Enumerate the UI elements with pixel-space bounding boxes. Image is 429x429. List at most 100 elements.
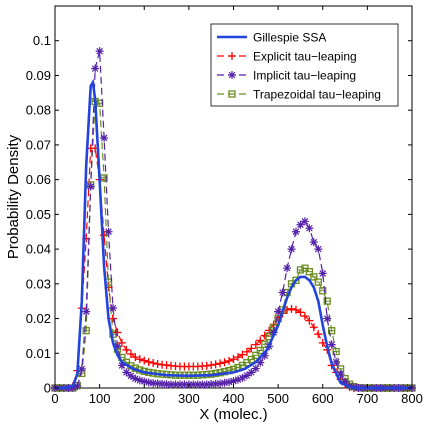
data-point-star <box>216 379 225 388</box>
x-tick-label: 400 <box>223 391 245 406</box>
legend-label: Trapezoidal tau−leaping <box>253 88 381 102</box>
data-point-plus <box>225 356 234 365</box>
data-point-star <box>287 245 296 254</box>
data-point-star <box>336 370 345 379</box>
y-tick-label: 0 <box>44 381 51 396</box>
data-point-star <box>283 264 292 273</box>
data-point-plus <box>149 358 158 367</box>
x-tick-label: 100 <box>89 391 111 406</box>
data-point-star <box>149 379 158 388</box>
data-point-star <box>278 288 287 297</box>
data-point-star <box>95 47 104 56</box>
data-point-star <box>117 361 126 370</box>
ticks-layer: 0 100 200 300 400 500 600 700 800 0 0.01 0.02 0.03 0.… <box>26 6 423 406</box>
data-point-plus <box>229 355 238 364</box>
y-tick-label: 0.03 <box>26 276 51 291</box>
data-point-plus <box>113 328 122 337</box>
data-point-star <box>341 377 350 386</box>
data-point-star <box>135 376 144 385</box>
data-point-star <box>220 378 229 387</box>
data-point-plus <box>109 314 118 323</box>
data-point-plus <box>260 331 269 340</box>
data-point-star <box>140 377 149 386</box>
data-point-plus <box>216 359 225 368</box>
data-point-plus <box>207 361 216 370</box>
data-point-plus <box>300 312 309 321</box>
data-point-plus <box>162 361 171 370</box>
data-point-plus <box>309 323 318 332</box>
legend-label: Explicit tau−leaping <box>253 50 357 64</box>
data-point-star <box>131 374 140 383</box>
data-point-star <box>332 357 341 366</box>
data-point-star <box>104 227 113 236</box>
data-point-plus <box>247 344 256 353</box>
data-point-star <box>73 382 82 391</box>
data-point-star <box>91 64 100 73</box>
data-point-star <box>180 380 189 389</box>
y-tick-label: 0.07 <box>26 137 51 152</box>
data-point-plus <box>291 305 300 314</box>
data-point-star <box>202 380 211 389</box>
legend: Gillespie SSA Explicit tau−leaping Implici… <box>210 23 399 107</box>
data-point-plus <box>144 357 153 366</box>
y-tick-label: 0.08 <box>26 103 51 118</box>
data-point-star <box>300 217 309 226</box>
y-tick-label: 0.1 <box>33 33 51 48</box>
legend-item: Explicit tau−leaping <box>217 50 357 64</box>
data-point-star <box>113 342 122 351</box>
y-axis-label: Probability Density <box>5 134 22 259</box>
legend-item: Trapezoidal tau−leaping <box>217 88 381 102</box>
data-point-star <box>247 368 256 377</box>
data-point-star <box>225 378 234 387</box>
data-point-star <box>122 368 131 377</box>
data-point-plus <box>296 308 305 317</box>
x-tick-label: 500 <box>267 391 289 406</box>
data-point-star <box>167 380 176 389</box>
data-point-star <box>229 377 238 386</box>
data-point-plus <box>135 355 144 364</box>
data-point-star <box>260 351 269 360</box>
data-point-star <box>251 364 260 373</box>
data-point-plus <box>251 340 260 349</box>
data-point-plus <box>233 353 242 362</box>
data-point-star <box>68 384 77 392</box>
legend-item: Gillespie SSA <box>217 31 326 45</box>
data-point-star <box>144 378 153 387</box>
data-point-star <box>305 224 314 233</box>
data-point-star <box>228 71 236 79</box>
data-point-plus <box>202 361 211 370</box>
x-tick-label: 200 <box>133 391 155 406</box>
data-point-star <box>211 379 220 388</box>
data-point-star <box>238 373 247 382</box>
data-point-star <box>162 380 171 389</box>
data-point-star <box>193 380 202 389</box>
data-point-plus <box>238 350 247 359</box>
y-tick-label: 0.02 <box>26 311 51 326</box>
x-tick-label: 300 <box>178 391 200 406</box>
data-point-star <box>198 380 207 389</box>
data-point-star <box>158 379 167 388</box>
y-tick-label: 0.01 <box>26 346 51 361</box>
data-point-star <box>77 364 86 373</box>
y-tick-label: 0.04 <box>26 242 51 257</box>
data-point-star <box>309 238 318 247</box>
data-point-plus <box>211 360 220 369</box>
data-point-plus <box>153 360 162 369</box>
data-point-plus <box>228 52 236 60</box>
data-point-star <box>207 380 216 389</box>
y-tick-label: 0.09 <box>26 68 51 83</box>
data-point-plus <box>287 304 296 313</box>
data-point-star <box>175 380 184 389</box>
data-point-star <box>327 340 336 349</box>
data-point-plus <box>242 347 251 356</box>
data-point-star <box>323 314 332 323</box>
x-tick-label: 700 <box>357 391 379 406</box>
legend-item: Implicit tau−leaping <box>217 69 356 83</box>
data-point-star <box>296 220 305 229</box>
legend-label: Gillespie SSA <box>253 31 326 45</box>
data-point-star <box>242 371 251 380</box>
data-point-plus <box>122 345 131 354</box>
data-point-star <box>291 227 300 236</box>
data-point-plus <box>126 349 135 358</box>
